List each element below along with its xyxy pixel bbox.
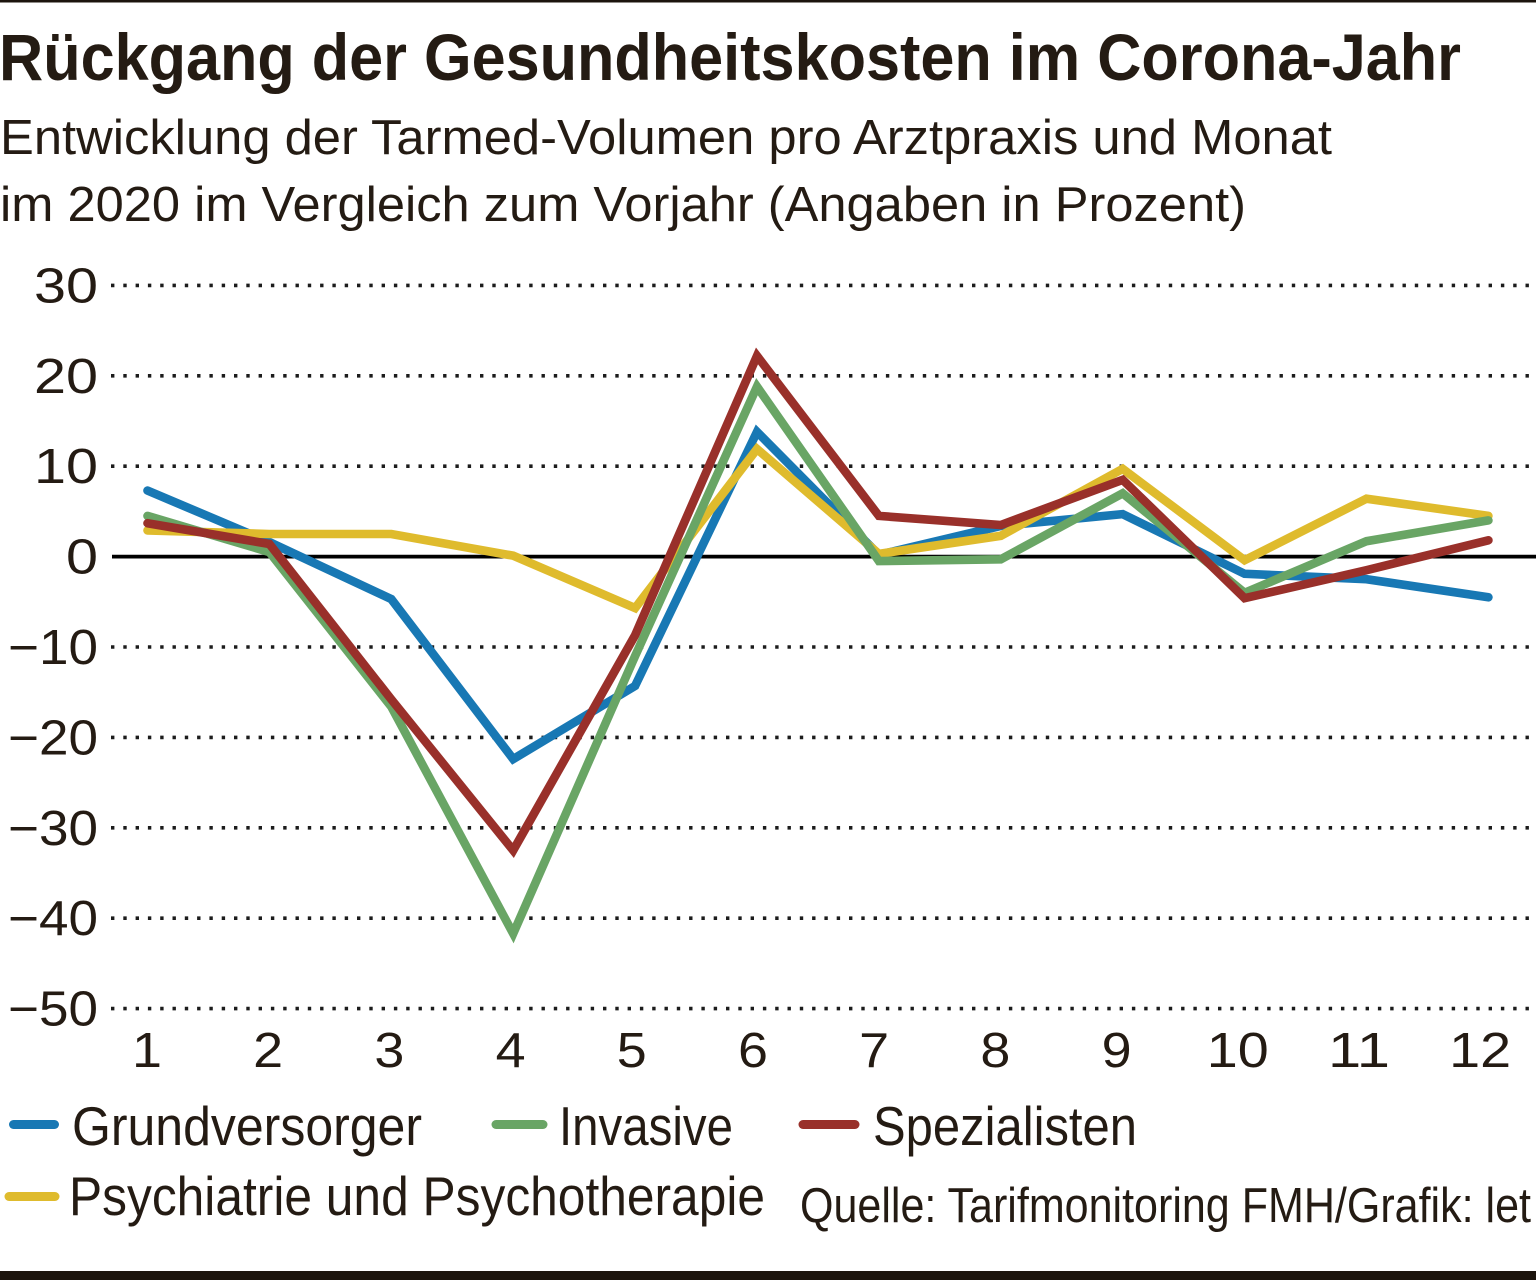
svg-text:Grundversorger: Grundversorger xyxy=(72,1095,422,1157)
svg-text:8: 8 xyxy=(980,1024,1010,1078)
svg-text:20: 20 xyxy=(34,350,98,404)
svg-text:Entwicklung der Tarmed-Volumen: Entwicklung der Tarmed-Volumen pro Arztp… xyxy=(0,111,1332,165)
svg-text:−40: −40 xyxy=(8,892,98,946)
svg-text:11: 11 xyxy=(1328,1024,1390,1078)
svg-text:im 2020 im Vergleich zum Vorja: im 2020 im Vergleich zum Vorjahr (Angabe… xyxy=(0,178,1246,232)
svg-text:30: 30 xyxy=(34,259,98,313)
svg-text:10: 10 xyxy=(1207,1024,1269,1078)
svg-text:10: 10 xyxy=(34,440,98,494)
svg-text:−10: −10 xyxy=(8,621,98,675)
svg-text:−30: −30 xyxy=(8,802,98,856)
svg-text:−50: −50 xyxy=(8,983,98,1037)
svg-text:1: 1 xyxy=(132,1024,162,1078)
svg-text:Psychiatrie und Psychotherapie: Psychiatrie und Psychotherapie xyxy=(69,1165,765,1227)
svg-text:Quelle: Tarifmonitoring FMH/Gr: Quelle: Tarifmonitoring FMH/Grafik: let xyxy=(800,1179,1531,1233)
svg-text:5: 5 xyxy=(617,1024,647,1078)
svg-text:Spezialisten: Spezialisten xyxy=(873,1095,1137,1157)
svg-text:0: 0 xyxy=(66,531,98,585)
svg-text:4: 4 xyxy=(496,1024,526,1078)
svg-text:7: 7 xyxy=(859,1024,889,1078)
svg-text:Invasive: Invasive xyxy=(559,1095,733,1157)
svg-text:6: 6 xyxy=(738,1024,768,1078)
svg-text:12: 12 xyxy=(1449,1024,1511,1078)
svg-text:9: 9 xyxy=(1102,1024,1132,1078)
svg-text:3: 3 xyxy=(374,1024,404,1078)
svg-text:2: 2 xyxy=(253,1024,283,1078)
svg-text:−20: −20 xyxy=(8,711,98,765)
svg-text:Rückgang der Gesundheitskosten: Rückgang der Gesundheitskosten im Corona… xyxy=(0,20,1461,94)
